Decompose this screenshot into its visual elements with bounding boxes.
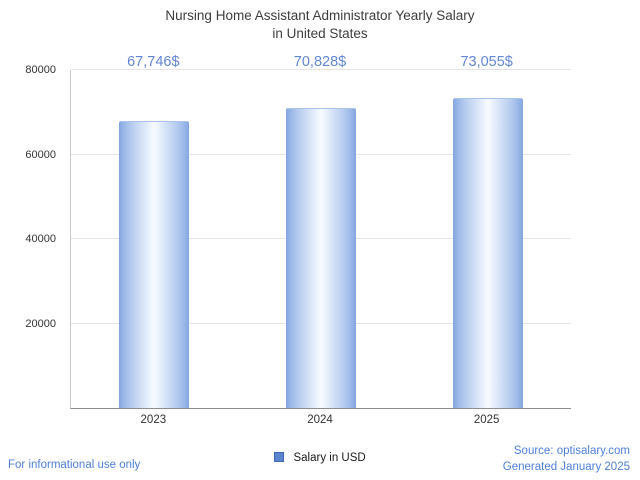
bar [452,98,523,408]
y-tick-label: 40000 [25,233,56,245]
y-tick-label: 60000 [25,148,56,161]
chart-title: Nursing Home Assistant Administrator Yea… [0,7,640,43]
legend-swatch-icon [274,452,285,462]
x-tick-label: 2023 [140,414,167,426]
bar-value-label: 73,055$ [460,54,513,70]
y-tick-label: 20000 [25,317,56,330]
plot-area [70,69,571,409]
value-labels-row: 67,746$ 70,828$ 73,055$ [70,54,570,74]
x-tick-label: 2025 [473,414,500,426]
legend: Salary in USD [0,452,640,464]
chart-title-line2: in United States [272,26,368,42]
y-axis-labels: 20000 40000 60000 80000 [0,64,62,408]
source-line: Source: optisalary.com [513,445,630,457]
y-tick-label: 80000 [25,64,56,76]
gridline [71,69,571,70]
bar-value-label: 67,746$ [127,54,180,70]
source-info: Source: optisalary.com Generated January… [503,444,630,475]
bar-value-label: 70,828$ [293,54,347,70]
bar [119,120,190,408]
x-axis-labels: 2023 2024 2025 [70,414,570,432]
generated-line: Generated January 2025 [502,460,630,473]
x-tick-label: 2024 [307,414,333,426]
disclaimer-text: For informational use only [8,459,141,471]
bar [286,107,356,408]
chart-title-line1: Nursing Home Assistant Administrator Yea… [165,8,475,23]
legend-label: Salary in USD [293,452,366,464]
